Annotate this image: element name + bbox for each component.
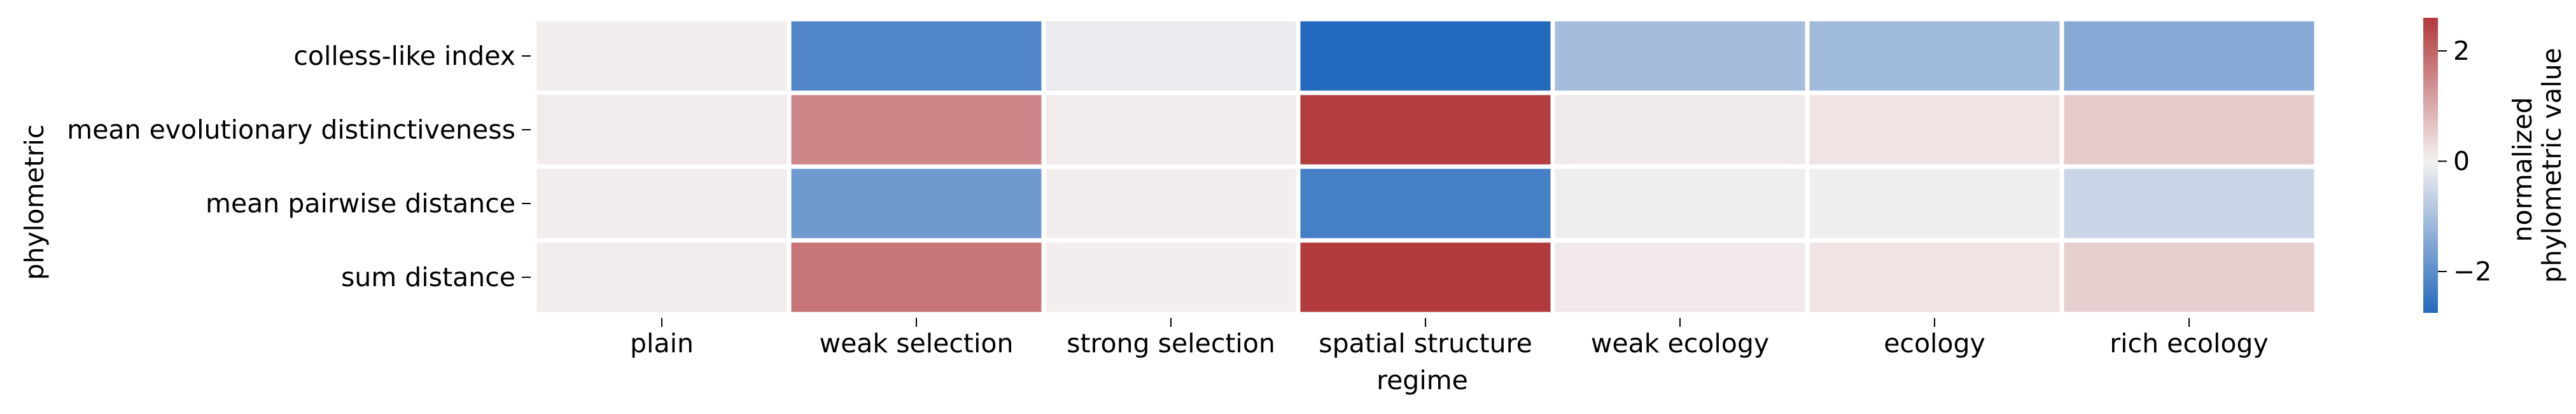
x-tick-label: rich ecology (2110, 328, 2268, 359)
colorbar-tick-label: −2 (2453, 256, 2491, 287)
heatmap-cell (1041, 238, 1301, 317)
y-tick-labels: colless-like index mean evolutionary dist… (67, 41, 531, 293)
heatmap-cell (2059, 164, 2319, 243)
heatmap-cell (787, 238, 1046, 317)
heatmap-cell (1296, 238, 1555, 317)
x-tick-labels: plain weak selection strong selection spati… (630, 318, 2269, 359)
colorbar-label: normalized phylometric value (2507, 48, 2567, 283)
heatmap-cell (2059, 17, 2319, 95)
heatmap-cell (532, 17, 792, 95)
heatmap-cell (1550, 164, 1810, 243)
heatmap-cell (1041, 164, 1301, 243)
heatmap-cell (1296, 90, 1555, 169)
heatmap-cell (2059, 238, 2319, 317)
colorbar-tick-label: 2 (2453, 36, 2470, 66)
heatmap-cell (787, 90, 1046, 169)
heatmap-cell (1805, 90, 2064, 169)
heatmap-cell (2059, 90, 2319, 169)
colorbar-tick-label: 0 (2453, 146, 2470, 176)
heatmap-cell (787, 17, 1046, 95)
heatmap-cells (532, 17, 2319, 317)
y-tick-label: colless-like index (293, 41, 515, 71)
heatmap-cell (532, 164, 792, 243)
y-axis-label: phylometric (19, 125, 50, 280)
x-axis-label: regime (1376, 365, 1468, 396)
y-tick-label: mean pairwise distance (206, 188, 515, 219)
x-tick-label: strong selection (1067, 328, 1275, 359)
heatmap-cell (787, 164, 1046, 243)
x-tick-label: weak selection (820, 328, 1014, 359)
heatmap-cell (532, 238, 792, 317)
x-tick-label: spatial structure (1319, 328, 1532, 359)
heatmap-cell (1805, 17, 2064, 95)
heatmap-cell (1041, 17, 1301, 95)
x-tick-label: ecology (1884, 328, 1985, 359)
heatmap-cell (1550, 17, 1810, 95)
heatmap-cell (1805, 164, 2064, 243)
y-tick-label: sum distance (341, 262, 515, 293)
heatmap-cell (1041, 90, 1301, 169)
colorbar-ticks: 2 0 −2 (2438, 36, 2491, 287)
heatmap-cell (1296, 164, 1555, 243)
y-tick-label: mean evolutionary distinctiveness (67, 114, 515, 145)
colorbar (2423, 18, 2438, 313)
heatmap-cell (1550, 238, 1810, 317)
heatmap-cell (532, 90, 792, 169)
heatmap-cell (1550, 90, 1810, 169)
x-tick-label: weak ecology (1591, 328, 1769, 359)
heatmap-cell (1805, 238, 2064, 317)
colorbar-label-line-1: normalized (2507, 97, 2538, 242)
colorbar-label-line-2: phylometric value (2537, 48, 2567, 283)
heatmap-cell (1296, 17, 1555, 95)
x-tick-label: plain (630, 328, 694, 359)
